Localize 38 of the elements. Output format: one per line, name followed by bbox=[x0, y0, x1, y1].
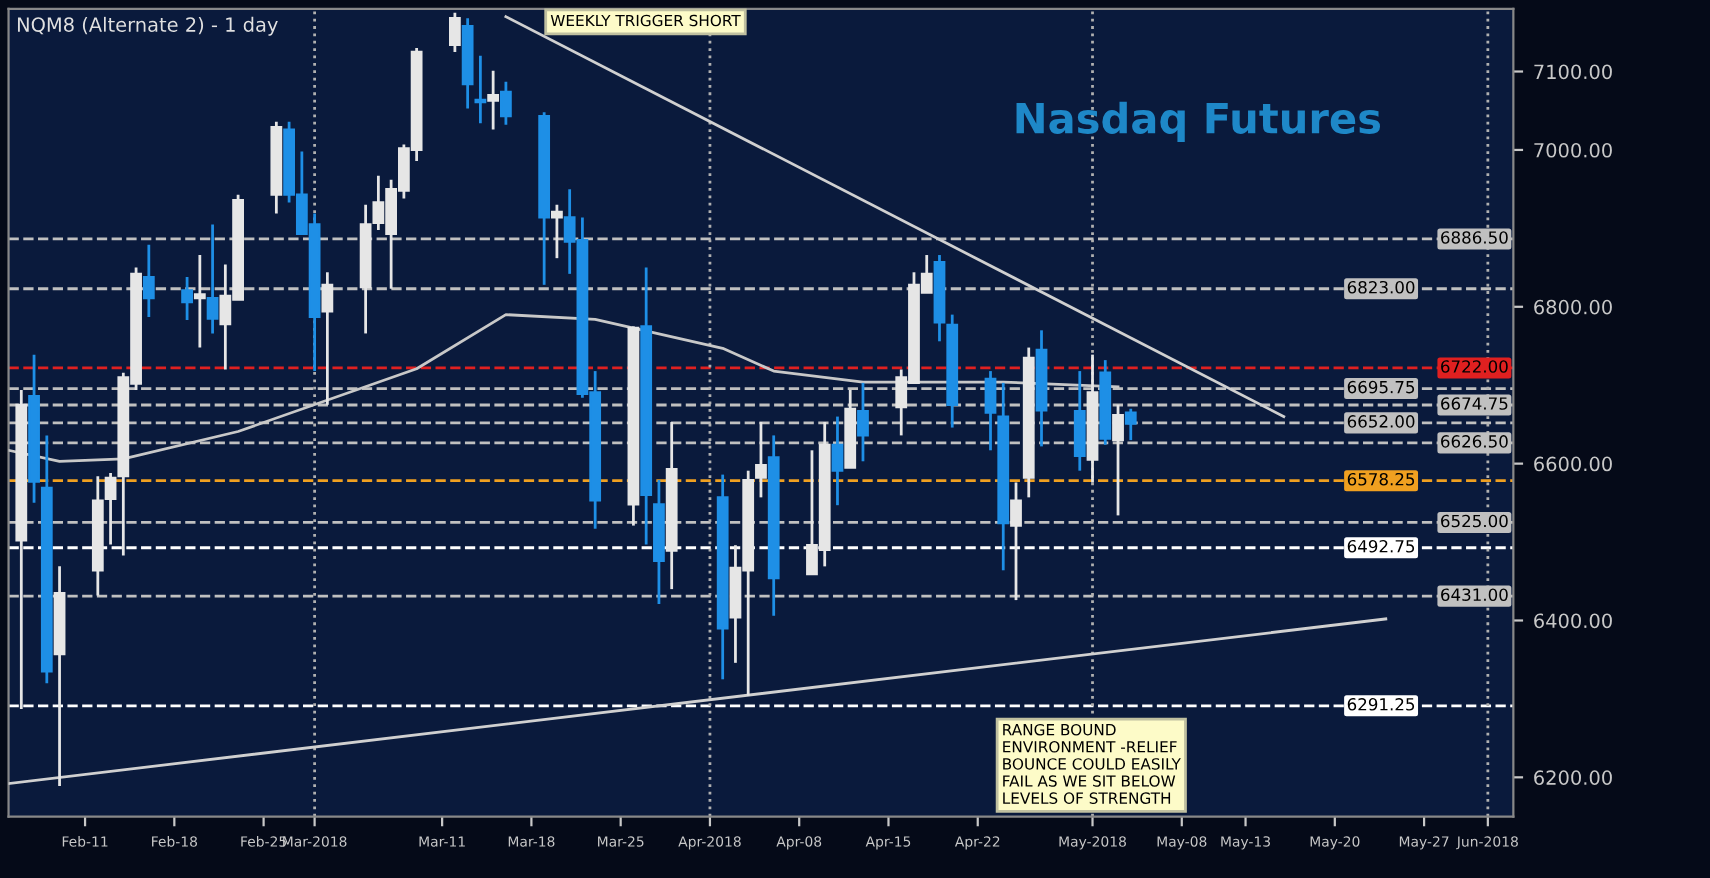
ref-line-label: 6674.75 bbox=[1441, 397, 1508, 410]
candlestick bbox=[321, 270, 334, 407]
ref-line-label: 6492.75 bbox=[1347, 539, 1415, 553]
candlestick bbox=[551, 203, 563, 260]
y-tick-label: 7000.00 bbox=[1534, 142, 1612, 158]
candlestick bbox=[193, 253, 206, 349]
candlestick bbox=[1112, 403, 1124, 517]
text: Nasdaq Futures bbox=[1016, 101, 1381, 143]
ref-line-label: 6823.00 bbox=[1347, 280, 1415, 294]
candlestick bbox=[1124, 407, 1137, 442]
ref-line-label: 6578.25 bbox=[1347, 472, 1415, 486]
candlestick bbox=[500, 80, 512, 127]
candlestick bbox=[1010, 481, 1022, 602]
y-tick-label: 7100.00 bbox=[1534, 64, 1612, 80]
ref-line-label: 6431.00 bbox=[1441, 588, 1508, 602]
y-tick-label: 6600.00 bbox=[1534, 456, 1612, 472]
candlestick bbox=[449, 11, 461, 54]
y-tick-label: 6400.00 bbox=[1534, 613, 1612, 629]
candlestick bbox=[181, 275, 193, 322]
candlestick bbox=[142, 243, 155, 319]
candlestick bbox=[831, 415, 844, 507]
y-tick-label: 6200.00 bbox=[1534, 770, 1612, 785]
candlestick bbox=[487, 69, 500, 131]
candlestick bbox=[984, 369, 997, 452]
ref-line-label: 6886.50 bbox=[1441, 231, 1508, 244]
ref-line-label: 6652.00 bbox=[1347, 415, 1415, 428]
candlestick bbox=[1073, 369, 1086, 473]
ref-line-label: 6291.25 bbox=[1347, 698, 1415, 711]
candlestick bbox=[474, 54, 487, 125]
candlestick bbox=[206, 223, 219, 335]
candlestick bbox=[755, 420, 767, 499]
candlestick bbox=[857, 381, 869, 463]
ref-line-label: 6626.50 bbox=[1441, 435, 1508, 448]
ref-line-label: 6525.00 bbox=[1441, 514, 1508, 528]
ref-line-label: 6722.00 bbox=[1441, 360, 1508, 373]
ref-line-label: 6695.75 bbox=[1347, 380, 1415, 394]
chart-subtitle: NQM8 (Alternate 2) - 1 day bbox=[17, 16, 278, 36]
y-tick-label: 6800.00 bbox=[1534, 299, 1612, 315]
